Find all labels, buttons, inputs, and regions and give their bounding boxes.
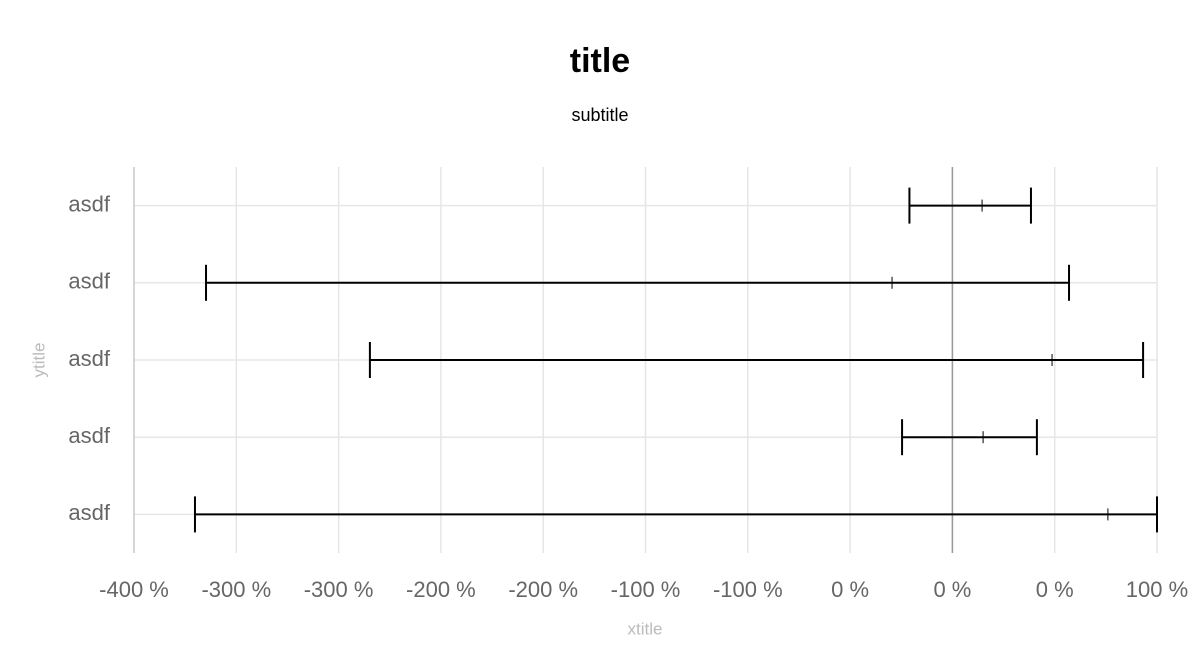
y-tick-label: asdf [68, 269, 110, 294]
y-axis-title: ytitle [29, 343, 48, 378]
x-tick-label: -300 % [304, 577, 374, 602]
x-tick-label: -200 % [508, 577, 578, 602]
y-tick-label: asdf [68, 346, 110, 371]
x-tick-label: -100 % [713, 577, 783, 602]
x-tick-label: 0 % [831, 577, 869, 602]
chart-title: title [570, 42, 630, 80]
y-tick-label: asdf [68, 423, 110, 448]
x-tick-label: 0 % [933, 577, 971, 602]
chart-subtitle: subtitle [571, 105, 628, 125]
x-tick-label: -400 % [99, 577, 169, 602]
x-axis-title: xtitle [628, 619, 663, 638]
x-tick-label: 0 % [1036, 577, 1074, 602]
x-tick-label: -200 % [406, 577, 476, 602]
y-tick-label: asdf [68, 500, 110, 525]
y-tick-label: asdf [68, 191, 110, 216]
x-tick-label: -300 % [201, 577, 271, 602]
x-tick-label: 100 % [1126, 577, 1188, 602]
x-tick-label: -100 % [611, 577, 681, 602]
